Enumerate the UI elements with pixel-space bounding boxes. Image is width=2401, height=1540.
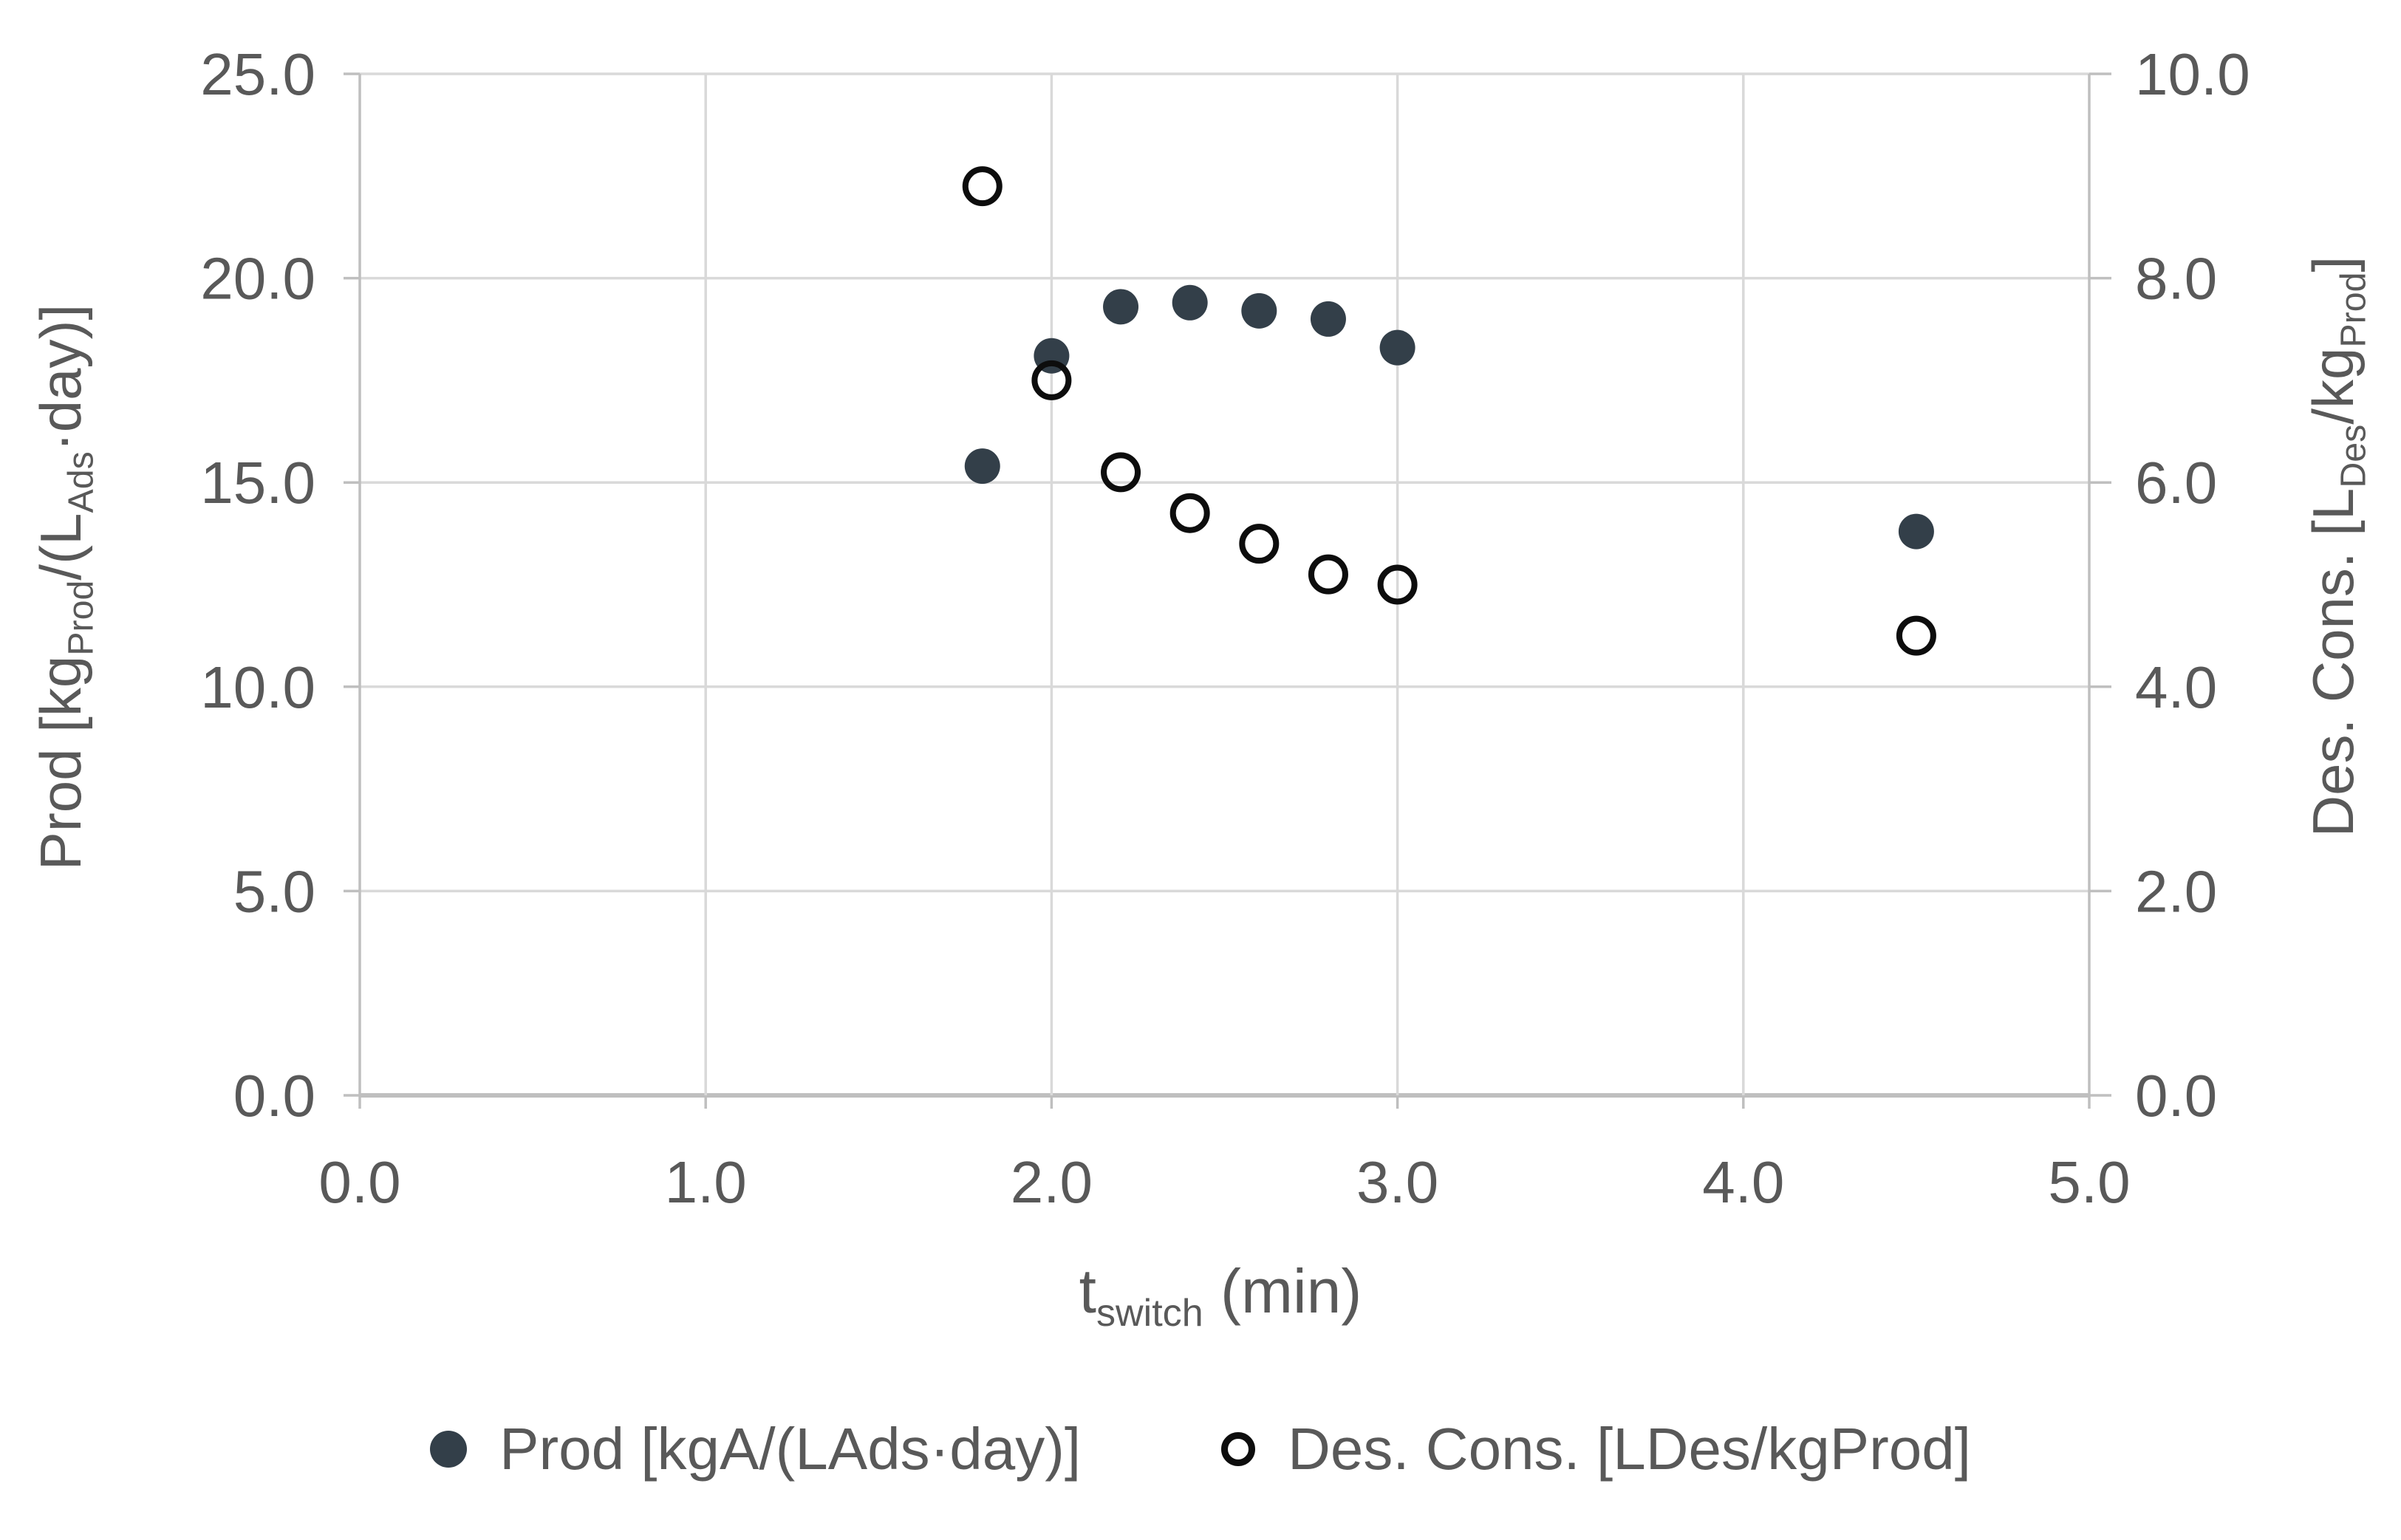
horizontal-gridlines xyxy=(360,72,2089,1098)
y-left-title-text: /(L xyxy=(28,513,93,581)
x-axis-title: tswitch (min) xyxy=(1079,1260,1362,1332)
y-left-title-sub2: Ads xyxy=(61,451,101,513)
data-point-des-cons xyxy=(1308,554,1348,595)
y-axis-title-right: Des. Cons. [LDes/kgProd] xyxy=(2301,256,2374,837)
y-right-title-text: /kg xyxy=(2301,347,2366,425)
y-left-tick-labels: 0.0 5.0 10.0 15.0 20.0 25.0 xyxy=(200,41,315,1129)
data-point-des-cons xyxy=(1896,615,1936,656)
legend: Prod [kgA/(LAds·day)] Des. Cons. [LDes/k… xyxy=(0,1420,2401,1479)
y-right-title-text: ] xyxy=(2301,256,2366,273)
y-right-title-sub1: Des xyxy=(2333,424,2374,488)
x-tick-label: 5.0 xyxy=(2048,1149,2130,1215)
y-left-title-sub1: Prod xyxy=(61,580,101,656)
y-left-title-text: Prod [kg xyxy=(28,655,93,871)
legend-label-prod: Prod [kgA/(LAds·day)] xyxy=(499,1416,1082,1482)
data-point-des-cons xyxy=(962,166,1003,207)
open-circle-icon xyxy=(1221,1432,1256,1466)
y-left-tick-label: 20.0 xyxy=(200,246,315,312)
data-point-prod xyxy=(1379,329,1415,366)
y-left-title-text: ·day)] xyxy=(28,304,93,452)
data-point-des-cons xyxy=(1031,360,1072,400)
data-point-prod xyxy=(1898,513,1934,550)
y-left-tick-label: 25.0 xyxy=(200,41,315,107)
y-right-tick-label: 0.0 xyxy=(2135,1063,2217,1129)
y-left-tick-label: 10.0 xyxy=(200,654,315,720)
x-title-text: t xyxy=(1079,1256,1096,1326)
y-right-tick-label: 6.0 xyxy=(2135,450,2217,516)
legend-label-des-cons: Des. Cons. [LDes/kgProd] xyxy=(1288,1416,1971,1482)
data-point-prod xyxy=(964,448,1000,485)
y-right-title-text: Des. Cons. [L xyxy=(2301,487,2366,838)
data-point-des-cons xyxy=(1101,452,1141,493)
x-tick-label: 1.0 xyxy=(665,1149,747,1215)
x-tick-label: 3.0 xyxy=(1356,1149,1438,1215)
series-prod-points xyxy=(964,284,1934,550)
vertical-gridlines xyxy=(358,74,2091,1095)
data-point-prod xyxy=(1241,292,1277,329)
x-tick-label: 2.0 xyxy=(1011,1149,1093,1215)
y-left-tick-label: 0.0 xyxy=(233,1063,315,1129)
x-tick-label: 4.0 xyxy=(1702,1149,1784,1215)
filled-circle-icon xyxy=(430,1431,468,1468)
series-des-cons-points xyxy=(962,166,1936,656)
y-right-tick-label: 10.0 xyxy=(2135,41,2250,107)
y-right-tick-labels: 0.0 2.0 4.0 6.0 8.0 10.0 xyxy=(2135,41,2250,1129)
x-tick-labels: 0.0 1.0 2.0 3.0 4.0 5.0 xyxy=(318,1149,2130,1215)
y-left-tick-label: 5.0 xyxy=(233,858,315,924)
x-title-text: (min) xyxy=(1203,1256,1362,1326)
legend-item-prod: Prod [kgA/(LAds·day)] xyxy=(430,1420,1081,1479)
x-tick-label: 0.0 xyxy=(318,1149,400,1215)
x-title-sub: switch xyxy=(1096,1291,1203,1335)
legend-item-des-cons: Des. Cons. [LDes/kgProd] xyxy=(1221,1420,1971,1479)
y-right-title-sub2: Prod xyxy=(2333,272,2374,348)
axis-tick-marks xyxy=(344,72,2111,1109)
y-right-tick-label: 8.0 xyxy=(2135,246,2217,312)
data-point-des-cons xyxy=(1239,524,1280,564)
data-point-des-cons xyxy=(1377,564,1418,605)
data-point-prod xyxy=(1103,289,1139,325)
data-point-des-cons xyxy=(1169,493,1210,533)
y-right-tick-label: 2.0 xyxy=(2135,858,2217,924)
y-left-tick-label: 15.0 xyxy=(200,450,315,516)
data-point-prod xyxy=(1310,301,1346,337)
data-point-prod xyxy=(1172,284,1208,321)
y-right-tick-label: 4.0 xyxy=(2135,654,2217,720)
y-axis-title-left: Prod [kgProd/(LAds·day)] xyxy=(28,304,101,870)
